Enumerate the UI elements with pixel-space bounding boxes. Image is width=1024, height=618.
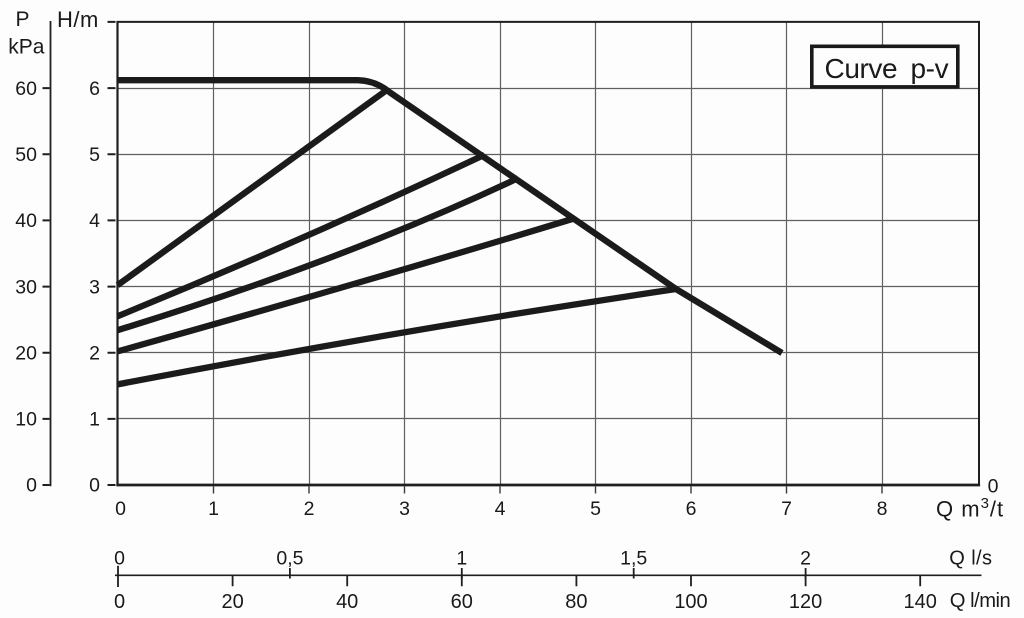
- svg-text:0: 0: [26, 475, 37, 497]
- svg-text:Q m3/t: Q m3/t: [936, 495, 1004, 522]
- svg-text:5: 5: [590, 498, 601, 520]
- svg-text:6: 6: [89, 78, 100, 100]
- svg-text:0: 0: [115, 498, 126, 520]
- svg-text:1: 1: [208, 498, 219, 520]
- svg-text:20: 20: [221, 591, 243, 613]
- svg-text:7: 7: [781, 498, 792, 520]
- svg-text:kPa: kPa: [8, 36, 45, 59]
- svg-text:40: 40: [336, 591, 358, 613]
- svg-text:0,5: 0,5: [276, 548, 303, 570]
- svg-text:2: 2: [304, 498, 315, 520]
- svg-text:40: 40: [15, 210, 37, 232]
- svg-text:Q l/min: Q l/min: [950, 590, 1010, 612]
- svg-text:140: 140: [904, 591, 937, 613]
- svg-text:Q l/s: Q l/s: [949, 548, 992, 570]
- svg-text:2: 2: [89, 342, 100, 364]
- svg-text:10: 10: [15, 409, 37, 431]
- svg-text:P: P: [15, 8, 29, 31]
- svg-text:0: 0: [114, 548, 125, 570]
- svg-text:20: 20: [15, 342, 37, 364]
- svg-text:50: 50: [15, 144, 37, 166]
- svg-text:0: 0: [114, 591, 125, 613]
- svg-text:3: 3: [399, 498, 410, 520]
- svg-text:100: 100: [674, 591, 707, 613]
- svg-text:6: 6: [686, 498, 697, 520]
- svg-text:0: 0: [988, 476, 999, 498]
- svg-text:1: 1: [456, 548, 467, 570]
- svg-text:120: 120: [789, 591, 822, 613]
- svg-text:80: 80: [565, 591, 587, 613]
- svg-text:0: 0: [89, 475, 100, 497]
- svg-text:30: 30: [15, 276, 37, 298]
- svg-text:8: 8: [877, 498, 888, 520]
- svg-text:60: 60: [451, 591, 473, 613]
- svg-text:3: 3: [89, 276, 100, 298]
- svg-text:H/m: H/m: [57, 7, 99, 32]
- svg-text:4: 4: [89, 210, 100, 232]
- svg-text:2: 2: [800, 548, 811, 570]
- svg-text:1: 1: [89, 409, 100, 431]
- svg-text:1,5: 1,5: [620, 548, 647, 570]
- svg-text:60: 60: [15, 78, 37, 100]
- svg-text:4: 4: [495, 498, 506, 520]
- svg-text:5: 5: [89, 144, 100, 166]
